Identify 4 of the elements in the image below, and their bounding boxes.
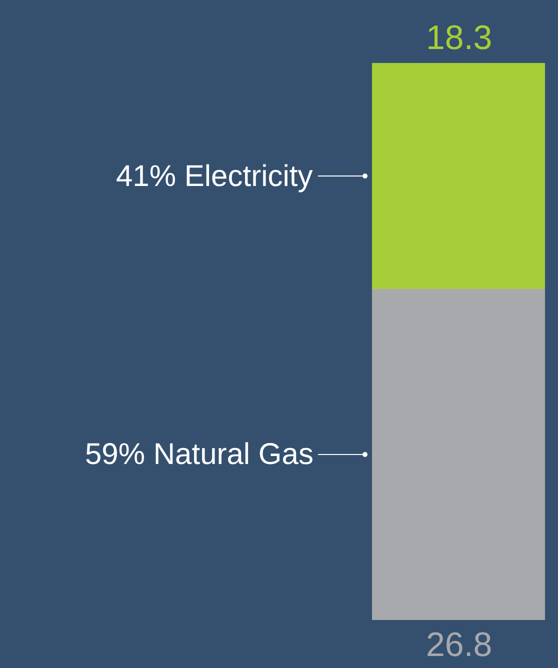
data-label: 18.3	[426, 19, 492, 57]
series-label: 41% Electricity	[116, 160, 313, 193]
series-label: 59% Natural Gas	[85, 438, 314, 471]
data-label: 26.8	[426, 626, 492, 664]
